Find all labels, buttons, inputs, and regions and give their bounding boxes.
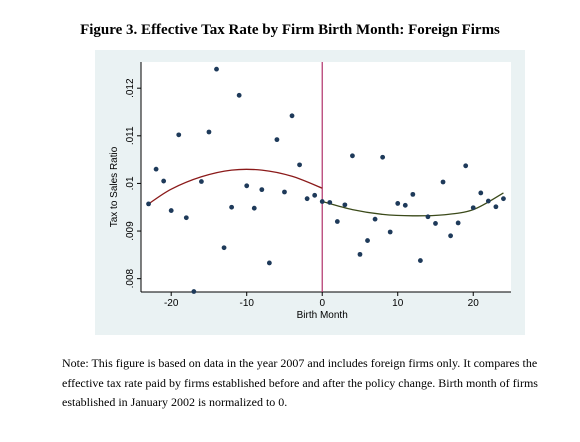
y-axis-title: Tax to Sales Ratio [109, 146, 120, 227]
figure-title: Figure 3. Effective Tax Rate by Firm Bir… [80, 22, 500, 38]
scatter-point [236, 92, 242, 98]
scatter-point [387, 229, 393, 235]
x-axis-title: Birth Month [297, 310, 348, 321]
plot-area [141, 62, 511, 292]
scatter-point [372, 216, 378, 222]
scatter-point [334, 219, 340, 224]
scatter-point [410, 191, 416, 197]
y-tick-label: .012 [125, 78, 136, 98]
x-tick-label: 0 [319, 298, 325, 309]
scatter-point [274, 137, 280, 143]
scatter-point [221, 245, 227, 251]
scatter-point [312, 192, 318, 198]
x-tick-label: -20 [164, 298, 179, 309]
x-tick-label: 20 [468, 298, 480, 309]
scatter-point [251, 205, 257, 211]
scatter-point [485, 198, 491, 204]
scatter-point [380, 154, 386, 160]
scatter-point [365, 238, 370, 243]
scatter-point [402, 202, 408, 208]
figure-note: Note: This figure is based on data in th… [62, 356, 538, 409]
scatter-point [191, 289, 197, 294]
x-tick-label: 10 [392, 298, 404, 309]
scatter-point [259, 187, 265, 193]
scatter-point [266, 260, 272, 266]
scatter-point [470, 205, 476, 211]
scatter-point [214, 66, 219, 72]
scatter-point [455, 220, 461, 226]
scatter-point [304, 196, 310, 202]
scatter-point [433, 221, 438, 226]
scatter-point [282, 189, 287, 195]
scatter-chart: -20 -10 0 10 20 .008 .009 .01 .011 .012 Birth Mont… [109, 62, 511, 321]
y-tick-label: .011 [125, 126, 136, 145]
scatter-point [244, 183, 250, 189]
scatter-point [417, 258, 423, 263]
y-tick-label: .01 [125, 176, 136, 190]
scatter-point [229, 204, 235, 210]
scatter-point [161, 178, 167, 184]
scatter-point [289, 113, 295, 119]
chart-panel: -20 -10 0 10 20 .008 .009 .01 .011 .012 Birth Mont… [95, 50, 525, 335]
scatter-point [425, 214, 431, 220]
scatter-point [463, 163, 469, 169]
scatter-point [350, 153, 355, 159]
scatter-point [448, 233, 453, 239]
scatter-point [327, 200, 333, 205]
scatter-point [395, 201, 401, 206]
scatter-point [478, 190, 484, 196]
scatter-point [146, 201, 151, 207]
scatter-point [206, 129, 212, 135]
scatter-point [342, 202, 348, 208]
scatter-point [493, 204, 499, 210]
scatter-point [319, 199, 325, 204]
scatter-point [153, 166, 159, 172]
scatter-point [176, 132, 182, 138]
scatter-point [501, 196, 506, 202]
y-tick-label: .009 [125, 221, 136, 241]
fit-line-before [148, 168, 323, 205]
x-tick-label: -10 [239, 298, 254, 309]
scatter-point [440, 179, 446, 185]
scatter-point [357, 251, 363, 257]
scatter-point [297, 162, 302, 168]
scatter-point [199, 179, 204, 184]
scatter-point [168, 208, 174, 213]
scatter-point [183, 215, 189, 221]
y-tick-label: .008 [125, 268, 136, 288]
